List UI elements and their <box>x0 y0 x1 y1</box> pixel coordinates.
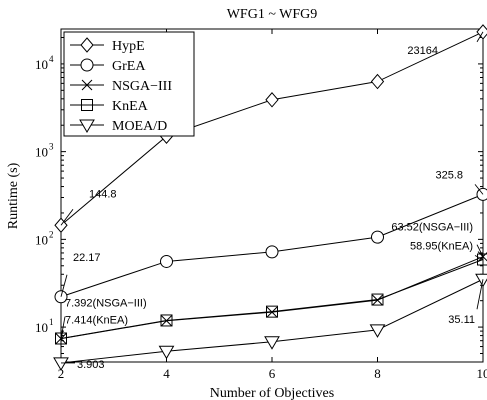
triangle-down-marker <box>475 273 487 288</box>
x-axis-label: Number of Objectives <box>210 386 334 400</box>
annotation-leader <box>476 279 484 310</box>
triangle-down-marker <box>264 336 280 350</box>
legend-label: MOEA/D <box>112 119 167 134</box>
square-marker <box>55 332 67 345</box>
legend: HypE GrEA NSGA−III KnEA MOEA/D <box>63 31 195 137</box>
circle-marker <box>80 58 94 72</box>
annotation-label: 3.903 <box>77 359 105 371</box>
circle-marker <box>265 245 279 259</box>
x-marker <box>266 306 278 318</box>
square-marker <box>371 293 384 306</box>
square-marker <box>266 305 278 318</box>
triangle-down-marker <box>79 119 95 133</box>
diamond-marker <box>265 92 279 108</box>
y-tick-exponent: 4 <box>49 54 54 64</box>
y-tick-label: 10 <box>35 320 48 335</box>
annotation-leader <box>476 244 484 257</box>
annotation-label: 63.52(NSGA−III) <box>391 222 473 234</box>
legend-label: GrEA <box>112 59 146 74</box>
square-marker <box>160 314 173 327</box>
annotation-label: 58.95(KnEA) <box>410 240 473 252</box>
y-tick-exponent: 3 <box>49 142 54 152</box>
diamond-marker <box>80 37 94 53</box>
annotation-label: 23164 <box>407 45 438 57</box>
circle-marker <box>371 230 384 244</box>
annotation-leader <box>60 208 74 226</box>
x-tick-label: 10 <box>477 366 487 381</box>
legend-label: NSGA−III <box>112 79 172 94</box>
annotation-leader <box>474 255 484 260</box>
x-marker <box>81 79 93 91</box>
diamond-marker <box>370 73 385 90</box>
square-marker <box>81 99 93 111</box>
x-tick-label: 6 <box>269 366 276 381</box>
circle-marker <box>476 187 487 201</box>
annotation-label: 22.17 <box>73 252 101 264</box>
y-tick-label: 10 <box>35 57 48 72</box>
y-axis-label: Runtime (s) <box>6 162 21 229</box>
y-tick-exponent: 1 <box>49 317 54 327</box>
legend-label: KnEA <box>112 99 149 114</box>
square-marker <box>477 253 487 266</box>
diamond-marker <box>476 24 487 40</box>
x-tick-label: 4 <box>163 366 170 381</box>
triangle-down-marker <box>369 324 386 338</box>
annotation-label: 35.11 <box>448 314 475 326</box>
series-line-knea <box>60 259 484 339</box>
annotation-leader <box>474 184 484 195</box>
chart-title: WFG1 ~ WFG9 <box>227 7 318 22</box>
legend-label: HypE <box>112 39 145 54</box>
triangle-down-marker <box>53 357 69 371</box>
annotation-leader <box>60 330 64 339</box>
circle-marker <box>160 254 173 268</box>
annotation-label: 325.8 <box>435 169 463 181</box>
annotation-label: 144.8 <box>89 188 117 200</box>
y-tick-exponent: 2 <box>49 229 54 239</box>
y-tick-label: 10 <box>35 232 48 247</box>
x-tick-label: 2 <box>58 366 65 381</box>
x-marker <box>372 294 383 306</box>
annotation-label: 7.414(KnEA) <box>65 314 128 326</box>
triangle-down-marker <box>158 345 175 360</box>
y-tick-label: 10 <box>35 145 48 160</box>
annotation-label: 7.392(NSGA−III) <box>65 298 147 310</box>
annotation-leader <box>476 31 484 43</box>
x-tick-label: 8 <box>374 366 381 381</box>
annotation-leader <box>60 274 68 297</box>
